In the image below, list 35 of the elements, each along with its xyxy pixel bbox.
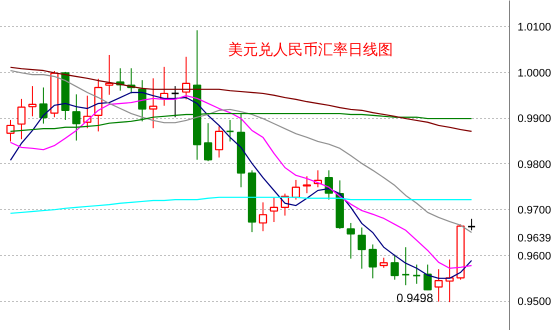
y-tick-label: 0.9500 [518,296,552,308]
y-tick-label: 1.0100 [518,22,552,34]
candlestick [390,254,399,280]
candlestick [434,268,443,302]
candlestick [204,122,212,162]
candlestick [28,86,37,117]
y-tick-label: 0.9900 [518,113,552,126]
candlestick [17,98,26,140]
candlestick [149,78,158,129]
candlestick [302,176,312,194]
line-series [10,66,472,132]
candlestick [401,246,410,286]
y-tick-label: 1.0000 [518,67,552,80]
candlestick [170,86,180,118]
candlestick [258,202,268,232]
candlestick [412,264,421,284]
text: 美元兑人民币汇率日线图 [228,40,394,58]
candlestick [358,227,366,270]
y-tick-label: 0.9800 [518,158,552,171]
candlestick [226,119,234,142]
candlestick [6,119,15,142]
line-series [10,70,472,234]
y-tick-label: 0.9700 [518,204,552,217]
candlestick [39,86,48,124]
candlestick [105,54,114,96]
candlestick [214,126,224,158]
candlestick [270,196,278,223]
candlestick [368,244,377,279]
annotation: 0.9498 [396,291,434,306]
y-tick-label: 0.9600 [518,250,552,262]
candlestick [380,257,388,268]
y-tick-label: 0.9639 [518,232,552,245]
candlestick [424,264,432,291]
candlestick [467,218,476,231]
candlestick [346,222,355,260]
